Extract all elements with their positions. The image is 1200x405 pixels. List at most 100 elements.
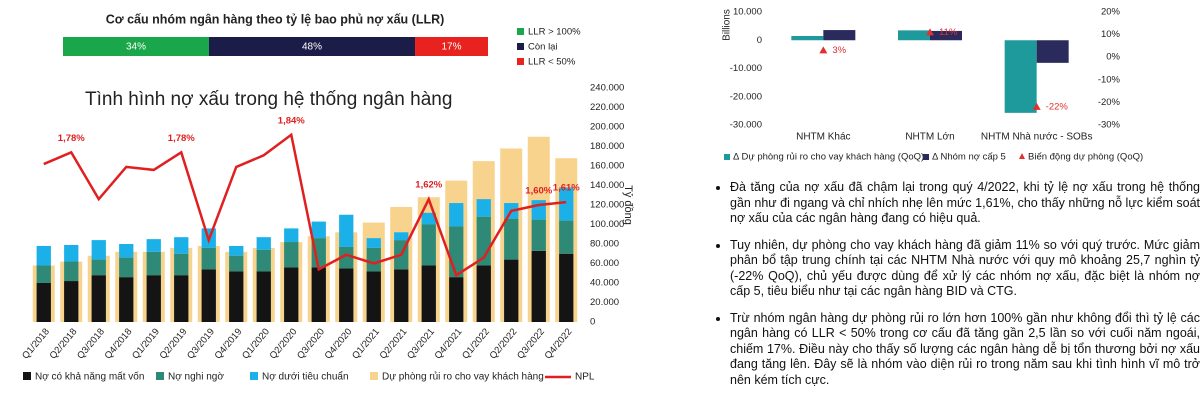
y-tick-label: 40.000 [590,278,619,289]
stacked-bar [146,275,161,322]
y-tick-label: 200.000 [590,122,624,133]
bullet: Tuy nhiên, dự phòng cho vay khách hàng đ… [730,238,1200,300]
y2-tick-label: -20% [1098,97,1121,108]
x-tick-label: Q1/2018 [20,326,52,361]
chart-title: Cơ cấu nhóm ngân hàng theo tỷ lệ bao phủ… [106,12,445,26]
x-tick-label: Q1/2022 [460,326,492,361]
stacked-bar [366,271,381,322]
legend-label: NPL [575,372,595,383]
data-label: 11% [939,27,958,38]
commentary: Đà tăng của nợ xấu đã chậm lại trong quý… [708,180,1200,399]
stacked-bar [91,275,106,322]
x-tick-label: Q1/2019 [130,326,162,361]
x-tick-label: Q2/2018 [48,326,80,361]
marker [1032,102,1041,110]
x-tick-label: Q2/2021 [378,326,410,361]
y-tick-label: 10.000 [733,7,762,18]
x-tick-label: Q1/2021 [350,326,382,361]
stacked-bar [559,220,574,254]
x-tick-label: Q3/2018 [75,326,107,361]
y-axis-label: Billions [722,9,733,41]
y-tick-label: 0 [757,35,762,46]
marker [819,46,828,54]
bar-segment [63,37,209,56]
data-label: 48% [302,42,322,53]
stacked-bar [531,200,546,220]
stacked-bar [119,257,134,278]
y2-tick-label: -30% [1098,120,1121,131]
y-tick-label: 160.000 [590,161,624,172]
stacked-bar [559,187,574,221]
legend-swatch [250,372,258,380]
bullet: Đà tăng của nợ xấu đã chậm lại trong quý… [730,180,1200,227]
stacked-bar [256,249,271,272]
y2-tick-label: -10% [1098,74,1121,85]
stacked-bar [311,221,326,239]
legend-label: Dự phòng rủi ro cho vay khách hàng [382,371,544,383]
stacked-bar [504,259,519,322]
legend-swatch [724,154,730,160]
bar [823,30,856,41]
stacked-bar [476,199,491,217]
legend-swatch [370,372,378,380]
legend-label: Δ Dự phòng rủi ro cho vay khách hàng (Qo… [733,152,924,163]
y2-tick-label: 0% [1106,52,1120,63]
data-label: 1,60% [525,186,552,197]
stacked-bar [421,265,436,322]
y-tick-label: 140.000 [590,180,624,191]
x-tick-label: Q2/2022 [488,326,520,361]
stacked-bar [229,271,244,322]
stacked-bar [476,265,491,322]
y-tick-label: 100.000 [590,219,624,230]
stacked-bar [36,245,51,266]
stacked-bar [311,267,326,322]
data-label: 1,62% [415,180,442,191]
bar-segment [415,37,488,56]
y-tick-label: -10.000 [730,63,762,74]
y-tick-label: 0 [590,317,595,328]
stacked-bar [119,244,134,258]
stacked-bar [174,275,189,322]
legend-label: Nợ có khả năng mất vốn [35,371,144,383]
bar-segment [208,37,416,56]
marker [926,28,934,36]
stacked-bar [146,251,161,276]
stacked-bar [394,269,409,322]
bar [1036,40,1069,63]
stacked-bar [449,277,464,322]
stacked-bar [284,267,299,322]
x-tick-label: Q3/2022 [515,326,547,361]
stacked-bar [174,237,189,254]
stacked-bar [284,228,299,243]
legend-swatch [23,372,31,380]
x-tick-label: Q4/2019 [213,326,245,361]
legend-swatch [517,28,524,35]
data-label: -22% [1046,101,1069,112]
legend-swatch [1019,153,1025,159]
y2-tick-label: 10% [1101,29,1121,40]
legend-label: LLR > 100% [528,27,581,38]
stacked-bar [311,238,326,268]
stacked-bar [421,224,436,266]
bar [1004,40,1037,113]
legend-swatch [517,43,524,50]
legend-label: Δ Nhóm nợ cấp 5 [932,152,1006,163]
bar [898,30,930,41]
stacked-bar [201,247,216,270]
stacked-bar [64,281,79,322]
stacked-bar [36,265,51,283]
stacked-bar [229,245,244,256]
stacked-bar [394,232,409,241]
stacked-bar [339,214,354,247]
data-label: 17% [442,42,462,53]
y-tick-label: 60.000 [590,258,619,269]
legend-swatch [156,372,164,380]
stacked-bar [174,253,189,276]
legend-label: Nợ dưới tiêu chuẩn [262,371,349,383]
y-tick-label: -20.000 [730,91,762,102]
stacked-bar [91,240,106,260]
x-tick-label: NHTM Nhà nước - SOBs [981,132,1093,143]
stacked-bar [366,247,381,272]
stacked-bar [201,269,216,322]
